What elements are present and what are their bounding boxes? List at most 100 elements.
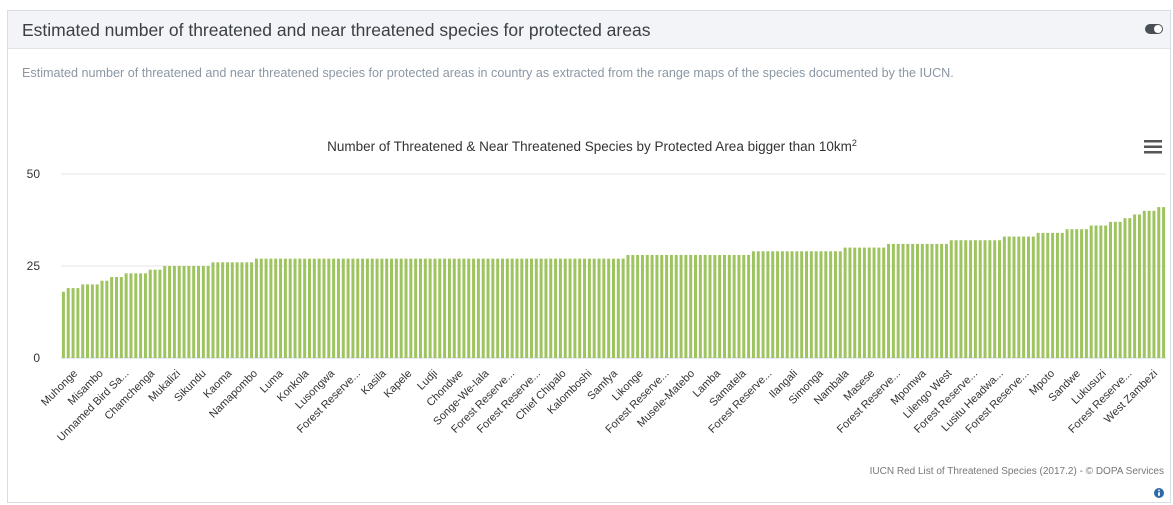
bar[interactable] <box>201 266 205 358</box>
bar[interactable] <box>423 258 427 358</box>
bar[interactable] <box>346 258 350 358</box>
bar[interactable] <box>872 247 876 358</box>
bar[interactable] <box>833 251 837 358</box>
bar[interactable] <box>1137 214 1141 358</box>
bar[interactable] <box>225 262 229 358</box>
bar[interactable] <box>380 258 384 358</box>
bar[interactable] <box>61 291 65 358</box>
bar[interactable] <box>1041 232 1045 358</box>
bar[interactable] <box>399 258 403 358</box>
bar[interactable] <box>766 251 770 358</box>
bar[interactable] <box>655 254 659 358</box>
bar[interactable] <box>496 258 500 358</box>
bar[interactable] <box>332 258 336 358</box>
bar[interactable] <box>158 269 162 358</box>
bar[interactable] <box>694 254 698 358</box>
bar[interactable] <box>573 258 577 358</box>
bar[interactable] <box>1104 225 1108 358</box>
bar[interactable] <box>621 258 625 358</box>
bar[interactable] <box>259 258 263 358</box>
bar[interactable] <box>86 284 90 358</box>
bar[interactable] <box>505 258 509 358</box>
bar[interactable] <box>877 247 881 358</box>
bar[interactable] <box>501 258 505 358</box>
bar[interactable] <box>298 258 302 358</box>
bar[interactable] <box>583 258 587 358</box>
bar[interactable] <box>370 258 374 358</box>
bar[interactable] <box>636 254 640 358</box>
bar[interactable] <box>930 243 934 358</box>
bar[interactable] <box>491 258 495 358</box>
bar[interactable] <box>809 251 813 358</box>
bar[interactable] <box>71 288 75 358</box>
bar[interactable] <box>1123 218 1127 358</box>
bar[interactable] <box>1162 207 1166 358</box>
bar[interactable] <box>771 251 775 358</box>
bar[interactable] <box>901 243 905 358</box>
bar[interactable] <box>317 258 321 358</box>
bar[interactable] <box>148 269 152 358</box>
bar[interactable] <box>800 251 804 358</box>
bar[interactable] <box>182 266 186 358</box>
bar[interactable] <box>129 273 133 358</box>
bar[interactable] <box>973 240 977 358</box>
bar[interactable] <box>110 277 114 358</box>
bar[interactable] <box>356 258 360 358</box>
bar[interactable] <box>269 258 273 358</box>
bar[interactable] <box>240 262 244 358</box>
bar[interactable] <box>554 258 558 358</box>
bar[interactable] <box>612 258 615 358</box>
bar[interactable] <box>515 258 519 358</box>
bar[interactable] <box>993 240 997 358</box>
bar[interactable] <box>882 247 886 358</box>
bar[interactable] <box>703 254 707 358</box>
bar[interactable] <box>221 262 225 358</box>
bar[interactable] <box>433 258 437 358</box>
bar[interactable] <box>853 247 857 358</box>
bar[interactable] <box>1075 229 1079 358</box>
bar[interactable] <box>756 251 760 358</box>
bar[interactable] <box>819 251 823 358</box>
bar[interactable] <box>1128 218 1132 358</box>
bar[interactable] <box>230 262 234 358</box>
bar[interactable] <box>206 266 210 358</box>
bar[interactable] <box>978 240 982 358</box>
bar[interactable] <box>843 247 847 358</box>
bar[interactable] <box>1055 232 1059 358</box>
bar[interactable] <box>81 284 85 358</box>
bar[interactable] <box>761 251 765 358</box>
bar[interactable] <box>1113 221 1117 358</box>
bar[interactable] <box>76 288 80 358</box>
bar[interactable] <box>1084 229 1088 358</box>
bar[interactable] <box>713 254 717 358</box>
bar[interactable] <box>105 280 109 358</box>
bar[interactable] <box>954 240 958 358</box>
bar[interactable] <box>949 240 953 358</box>
bar[interactable] <box>486 258 490 358</box>
bar[interactable] <box>848 247 852 358</box>
bar[interactable] <box>747 254 751 358</box>
bar[interactable] <box>1002 236 1006 358</box>
bar[interactable] <box>684 254 688 358</box>
bar[interactable] <box>216 262 220 358</box>
bar[interactable] <box>563 258 567 358</box>
bar[interactable] <box>375 258 379 358</box>
bar[interactable] <box>998 240 1002 358</box>
bar[interactable] <box>640 254 644 358</box>
bar[interactable] <box>409 258 413 358</box>
bar[interactable] <box>452 258 456 358</box>
bar[interactable] <box>481 258 485 358</box>
bar[interactable] <box>790 251 794 358</box>
bar[interactable] <box>341 258 345 358</box>
bar[interactable] <box>587 258 591 358</box>
bar[interactable] <box>245 262 249 358</box>
bar[interactable] <box>1036 232 1040 358</box>
bar[interactable] <box>708 254 712 358</box>
bar[interactable] <box>660 254 664 358</box>
bar[interactable] <box>689 254 693 358</box>
bar[interactable] <box>1147 210 1151 358</box>
bar[interactable] <box>891 243 895 358</box>
bar[interactable] <box>645 254 649 358</box>
bar[interactable] <box>776 251 780 358</box>
bar[interactable] <box>124 273 128 358</box>
